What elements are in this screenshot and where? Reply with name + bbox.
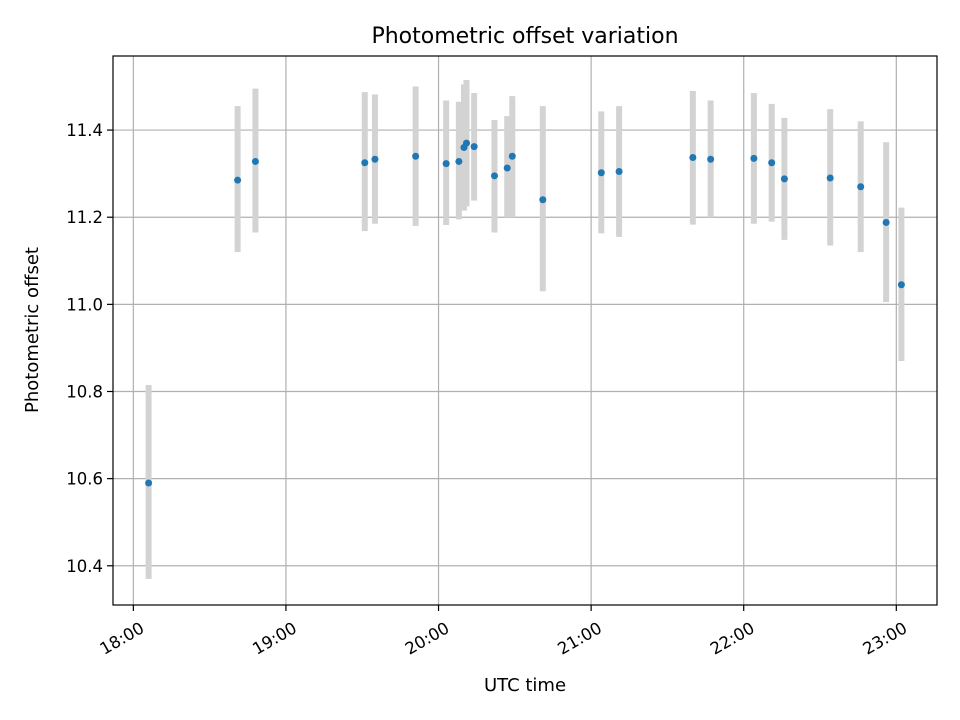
data-point <box>897 281 905 289</box>
x-tick-label: 19:00 <box>249 618 300 658</box>
data-point <box>882 218 890 226</box>
data-point <box>442 160 450 168</box>
data-point <box>234 176 242 184</box>
plot-frame <box>112 55 938 606</box>
data-point <box>857 183 865 191</box>
y-tick-label: 10.4 <box>66 557 103 576</box>
data-point <box>371 155 379 163</box>
x-tick-label: 20:00 <box>402 618 453 658</box>
data-point <box>768 159 776 167</box>
data-point <box>826 174 834 182</box>
data-points <box>145 139 905 487</box>
data-point <box>780 175 788 183</box>
data-point <box>597 169 605 177</box>
y-tick-label: 10.8 <box>66 383 103 402</box>
chart-title: Photometric offset variation <box>371 24 678 49</box>
data-point <box>707 155 715 163</box>
x-tick-label: 22:00 <box>707 618 758 658</box>
y-axis-label: Photometric offset <box>22 247 43 413</box>
grid <box>113 56 937 605</box>
y-tick-label: 11.2 <box>66 208 103 227</box>
data-point <box>463 139 471 147</box>
data-point <box>689 154 697 162</box>
x-axis-ticks: 18:00 19:00 20:00 21:00 22:00 23:00 <box>97 605 911 659</box>
data-point <box>503 164 511 172</box>
x-axis-label: UTC time <box>484 675 566 696</box>
data-point <box>251 157 259 165</box>
data-point <box>490 172 498 180</box>
data-point <box>508 152 516 160</box>
data-point <box>145 479 153 487</box>
y-axis-ticks: 10.4 10.6 10.8 11.0 11.2 11.4 <box>66 121 113 576</box>
data-point <box>361 159 369 167</box>
data-point <box>539 196 547 204</box>
data-point <box>750 154 758 162</box>
data-point <box>470 143 478 151</box>
x-tick-label: 21:00 <box>554 618 605 658</box>
x-tick-label: 18:00 <box>97 618 148 658</box>
y-tick-label: 11.0 <box>66 295 103 314</box>
data-point <box>615 167 623 175</box>
error-bars <box>145 79 905 579</box>
data-point <box>455 157 463 165</box>
x-tick-label: 23:00 <box>860 618 911 658</box>
data-point <box>412 152 420 160</box>
y-tick-label: 11.4 <box>66 121 103 140</box>
y-tick-label: 10.6 <box>66 470 103 489</box>
